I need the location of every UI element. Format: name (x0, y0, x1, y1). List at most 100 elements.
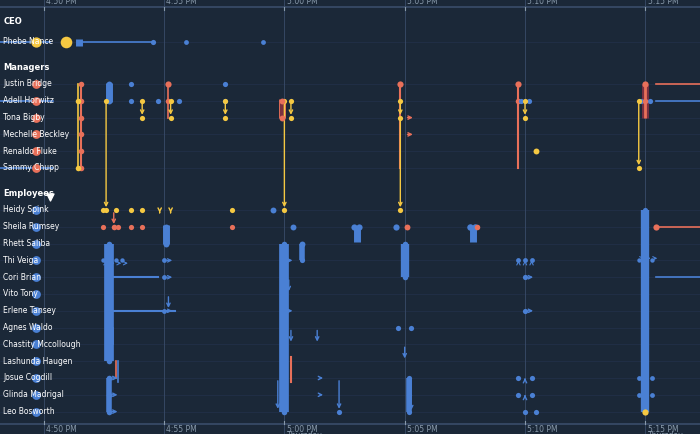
Point (279, 391, 290, 398)
Text: 5:05 PM: 5:05 PM (407, 0, 438, 7)
Point (633, 375, 644, 381)
Point (519, 257, 531, 264)
Point (97, 207, 108, 214)
Point (148, 39, 159, 46)
Point (104, 375, 115, 381)
Text: 5:15 PM: 5:15 PM (648, 425, 678, 434)
Point (104, 274, 115, 281)
Point (226, 224, 237, 230)
Point (226, 207, 237, 214)
Point (31, 240, 42, 247)
Point (279, 307, 290, 314)
Point (399, 274, 410, 281)
Point (646, 391, 657, 398)
Text: Chastity Mccollough: Chastity Mccollough (4, 340, 80, 349)
Point (31, 207, 42, 214)
Point (31, 81, 42, 88)
Point (60, 39, 71, 46)
Text: Employees: Employees (4, 189, 54, 198)
Point (31, 114, 42, 121)
Point (640, 324, 651, 331)
Point (633, 97, 644, 104)
Point (526, 391, 537, 398)
Point (279, 257, 290, 264)
Point (403, 375, 414, 381)
Point (349, 224, 360, 230)
Text: Thi Veiga: Thi Veiga (4, 256, 38, 265)
Point (279, 408, 290, 415)
Point (31, 39, 42, 46)
Point (526, 375, 537, 381)
Point (174, 97, 185, 104)
Text: Vito Tony: Vito Tony (4, 289, 38, 299)
Point (268, 207, 279, 214)
Point (165, 114, 176, 121)
Point (111, 257, 122, 264)
Point (519, 408, 531, 415)
Text: 4:50 PM: 4:50 PM (46, 0, 77, 7)
Point (279, 341, 290, 348)
Point (640, 408, 651, 415)
Point (640, 257, 651, 264)
Point (288, 224, 299, 230)
Point (276, 114, 288, 121)
Text: Sammy Chupp: Sammy Chupp (4, 164, 60, 172)
Point (279, 240, 290, 247)
Point (31, 131, 42, 138)
Point (31, 164, 42, 171)
Point (471, 224, 482, 230)
Text: Adell Horwitz: Adell Horwitz (4, 96, 54, 105)
Point (640, 274, 651, 281)
Point (257, 39, 268, 46)
Point (101, 97, 112, 104)
Point (31, 358, 42, 365)
Text: Cori Brian: Cori Brian (4, 273, 41, 282)
Point (31, 391, 42, 398)
Point (513, 97, 524, 104)
Text: Lashunda Haugen: Lashunda Haugen (4, 357, 73, 366)
Point (531, 148, 542, 155)
Point (76, 114, 87, 121)
Point (104, 341, 115, 348)
Text: Thursday: Thursday (286, 431, 322, 434)
Point (519, 114, 531, 121)
Point (513, 257, 524, 264)
Point (126, 81, 137, 88)
Point (406, 324, 417, 331)
Text: Glinda Madrigal: Glinda Madrigal (4, 390, 64, 399)
Point (117, 257, 128, 264)
Text: Tona Bigby: Tona Bigby (4, 113, 45, 122)
Point (393, 324, 404, 331)
Text: Agnes Waldo: Agnes Waldo (4, 323, 52, 332)
Point (640, 408, 651, 415)
Point (220, 97, 231, 104)
Point (640, 240, 651, 247)
Text: CEO: CEO (4, 16, 22, 26)
Point (640, 81, 651, 88)
Point (395, 114, 406, 121)
Point (646, 375, 657, 381)
Point (104, 408, 115, 415)
Point (401, 224, 412, 230)
Point (513, 391, 524, 398)
Point (286, 114, 297, 121)
Text: Phebe Nance: Phebe Nance (4, 37, 53, 46)
Point (104, 290, 115, 297)
Point (220, 97, 231, 104)
Text: Josue Cogdill: Josue Cogdill (4, 374, 52, 382)
Point (126, 97, 137, 104)
Text: 4:55 PM: 4:55 PM (167, 0, 197, 7)
Point (391, 224, 402, 230)
Point (76, 131, 87, 138)
Point (76, 164, 87, 171)
Point (45, 194, 56, 201)
Point (97, 257, 108, 264)
Point (279, 375, 290, 381)
Point (136, 97, 148, 104)
Point (31, 97, 42, 104)
Point (531, 408, 542, 415)
Point (108, 224, 119, 230)
Point (399, 240, 410, 247)
Text: 5:00 PM: 5:00 PM (286, 0, 317, 7)
Point (399, 257, 410, 264)
